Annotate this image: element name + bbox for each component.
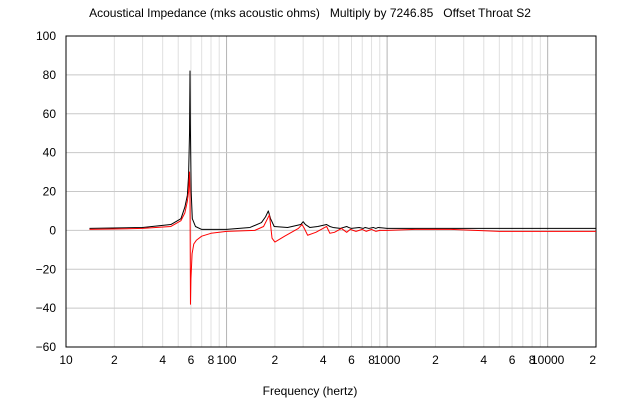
series-line-2 bbox=[89, 171, 596, 305]
x-tick-label: 2 bbox=[589, 353, 596, 367]
x-tick-label: 8 bbox=[368, 353, 375, 367]
y-tick-label: −60 bbox=[36, 340, 57, 354]
x-tick-label: 10 bbox=[59, 353, 73, 367]
x-axis-label: Frequency (hertz) bbox=[262, 384, 358, 398]
x-tick-label: 10000 bbox=[531, 353, 565, 367]
plot-frame bbox=[65, 35, 597, 348]
y-tick-label: 100 bbox=[36, 29, 56, 43]
x-tick-label: 1000 bbox=[374, 353, 401, 367]
y-tick-label: −20 bbox=[36, 262, 57, 276]
y-tick-label: 40 bbox=[43, 146, 57, 160]
chart-title: Acoustical Impedance (mks acoustic ohms)… bbox=[89, 6, 531, 20]
y-tick-label: 80 bbox=[43, 68, 57, 82]
grid bbox=[66, 36, 596, 347]
y-tick-labels: 100 80 60 40 20 0 −20 −40 −60 bbox=[36, 29, 57, 354]
x-tick-label: 6 bbox=[188, 353, 195, 367]
x-tick-label: 2 bbox=[272, 353, 279, 367]
y-tick-label: 60 bbox=[43, 107, 57, 121]
x-tick-label: 6 bbox=[348, 353, 355, 367]
x-tick-label: 2 bbox=[432, 353, 439, 367]
y-tick-label: −40 bbox=[36, 301, 57, 315]
y-tick-label: 0 bbox=[49, 223, 56, 237]
series-layer bbox=[89, 70, 596, 305]
x-tick-label: 4 bbox=[320, 353, 327, 367]
x-tick-label: 4 bbox=[159, 353, 166, 367]
series-line-1 bbox=[89, 70, 596, 230]
x-tick-label: 2 bbox=[111, 353, 118, 367]
x-tick-label: 6 bbox=[509, 353, 516, 367]
y-tick-label: 20 bbox=[43, 185, 57, 199]
x-tick-label: 100 bbox=[217, 353, 237, 367]
x-tick-label: 8 bbox=[529, 353, 536, 367]
x-tick-label: 4 bbox=[480, 353, 487, 367]
x-tick-label: 8 bbox=[208, 353, 215, 367]
